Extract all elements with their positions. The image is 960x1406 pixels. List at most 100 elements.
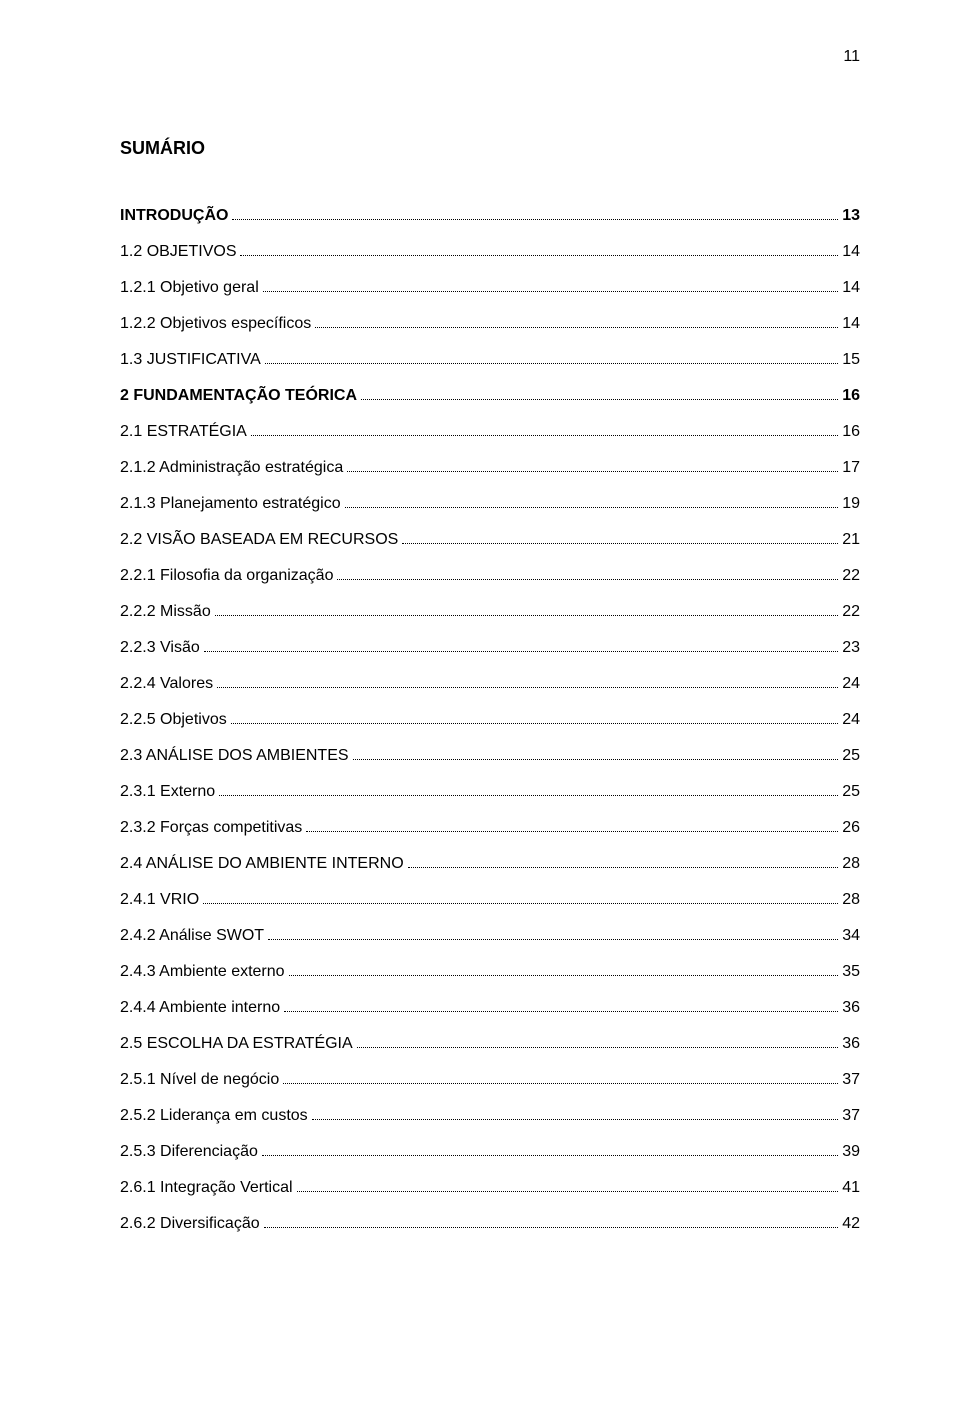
toc-entry-label: 2.1.3 Planejamento estratégico (120, 495, 341, 513)
toc-entry-label: 2 FUNDAMENTAÇÃO TEÓRICA (120, 387, 357, 405)
toc-entry-label: 2.1.2 Administração estratégica (120, 459, 343, 477)
toc-entry-label: 2.2 VISÃO BASEADA EM RECURSOS (120, 531, 398, 549)
toc-leader (347, 471, 838, 472)
toc-entry-page: 25 (842, 747, 860, 765)
toc-entry-label: 1.3 JUSTIFICATIVA (120, 351, 261, 369)
toc-entry-label: 2.2.4 Valores (120, 675, 213, 693)
toc-entry-label: 2.6.2 Diversificação (120, 1215, 260, 1233)
toc-entry-page: 23 (842, 639, 860, 657)
toc-row: 2.5.2 Liderança em custos37 (120, 1107, 860, 1125)
toc-entry-page: 39 (842, 1143, 860, 1161)
toc-entry-label: 2.3.1 Externo (120, 783, 215, 801)
toc-entry-label: 2.2.3 Visão (120, 639, 200, 657)
toc-entry-page: 28 (842, 891, 860, 909)
toc-leader (203, 903, 838, 904)
toc-leader (231, 723, 838, 724)
toc-row: INTRODUÇÃO 13 (120, 207, 860, 225)
toc-entry-label: INTRODUÇÃO (120, 207, 228, 225)
toc-leader (361, 399, 838, 400)
toc-row: 2.5.3 Diferenciação 39 (120, 1143, 860, 1161)
toc-entry-label: 1.2.2 Objetivos específicos (120, 315, 311, 333)
toc-entry-label: 2.4.2 Análise SWOT (120, 927, 264, 945)
toc-entry-page: 37 (842, 1071, 860, 1089)
toc-row: 2 FUNDAMENTAÇÃO TEÓRICA16 (120, 387, 860, 405)
toc-entry-label: 2.1 ESTRATÉGIA (120, 423, 247, 441)
toc-leader (402, 543, 838, 544)
toc-leader (315, 327, 838, 328)
toc-entry-page: 14 (842, 279, 860, 297)
toc-list: INTRODUÇÃO131.2 OBJETIVOS141.2.1 Objetiv… (120, 207, 860, 1233)
toc-leader (204, 651, 838, 652)
toc-entry-label: 2.4.4 Ambiente interno (120, 999, 280, 1017)
toc-entry-page: 42 (842, 1215, 860, 1233)
toc-entry-page: 24 (842, 675, 860, 693)
toc-entry-label: 2.2.2 Missão (120, 603, 211, 621)
toc-row: 2.4.4 Ambiente interno 36 (120, 999, 860, 1017)
toc-entry-label: 2.4.3 Ambiente externo (120, 963, 285, 981)
toc-leader (268, 939, 838, 940)
toc-leader (240, 255, 838, 256)
toc-leader (297, 1191, 839, 1192)
toc-leader (232, 219, 838, 220)
toc-row: 2.2.1 Filosofia da organização22 (120, 567, 860, 585)
toc-row: 2.2 VISÃO BASEADA EM RECURSOS 21 (120, 531, 860, 549)
toc-entry-label: 2.3.2 Forças competitivas (120, 819, 302, 837)
toc-title: SUMÁRIO (120, 138, 860, 159)
toc-entry-page: 15 (842, 351, 860, 369)
toc-leader (345, 507, 839, 508)
toc-leader (219, 795, 838, 796)
toc-leader (265, 363, 838, 364)
toc-leader (264, 1227, 839, 1228)
toc-row: 2.2.5 Objetivos24 (120, 711, 860, 729)
toc-row: 2.4.2 Análise SWOT 34 (120, 927, 860, 945)
toc-row: 2.4.1 VRIO 28 (120, 891, 860, 909)
toc-row: 2.6.2 Diversificação 42 (120, 1215, 860, 1233)
toc-leader (408, 867, 839, 868)
toc-row: 2.1 ESTRATÉGIA16 (120, 423, 860, 441)
toc-entry-page: 22 (842, 603, 860, 621)
toc-row: 2.2.3 Visão 23 (120, 639, 860, 657)
toc-leader (337, 579, 838, 580)
toc-entry-page: 26 (842, 819, 860, 837)
toc-entry-page: 14 (842, 243, 860, 261)
toc-entry-label: 2.3 ANÁLISE DOS AMBIENTES (120, 747, 349, 765)
toc-entry-page: 36 (842, 999, 860, 1017)
toc-leader (306, 831, 838, 832)
toc-row: 2.3.2 Forças competitivas 26 (120, 819, 860, 837)
toc-entry-page: 21 (842, 531, 860, 549)
toc-entry-label: 2.5.3 Diferenciação (120, 1143, 258, 1161)
toc-leader (251, 435, 838, 436)
toc-entry-page: 35 (842, 963, 860, 981)
page-number: 11 (843, 48, 860, 66)
toc-row: 2.5 ESCOLHA DA ESTRATÉGIA36 (120, 1035, 860, 1053)
toc-entry-page: 19 (842, 495, 860, 513)
toc-row: 2.1.2 Administração estratégica17 (120, 459, 860, 477)
toc-leader (283, 1083, 838, 1084)
toc-entry-label: 2.4 ANÁLISE DO AMBIENTE INTERNO (120, 855, 404, 873)
toc-row: 2.4 ANÁLISE DO AMBIENTE INTERNO28 (120, 855, 860, 873)
toc-entry-label: 1.2.1 Objetivo geral (120, 279, 259, 297)
toc-entry-page: 25 (842, 783, 860, 801)
toc-leader (289, 975, 839, 976)
toc-entry-page: 41 (842, 1179, 860, 1197)
toc-row: 2.4.3 Ambiente externo 35 (120, 963, 860, 981)
toc-leader (215, 615, 838, 616)
toc-entry-label: 2.4.1 VRIO (120, 891, 199, 909)
toc-entry-label: 2.5.2 Liderança em custos (120, 1107, 308, 1125)
toc-leader (263, 291, 838, 292)
toc-row: 2.3.1 Externo 25 (120, 783, 860, 801)
toc-entry-page: 13 (842, 207, 860, 225)
toc-entry-page: 24 (842, 711, 860, 729)
toc-entry-page: 22 (842, 567, 860, 585)
toc-row: 2.1.3 Planejamento estratégico 19 (120, 495, 860, 513)
toc-leader (284, 1011, 838, 1012)
toc-entry-label: 2.5.1 Nível de negócio (120, 1071, 279, 1089)
toc-leader (312, 1119, 839, 1120)
toc-entry-label: 2.6.1 Integração Vertical (120, 1179, 293, 1197)
toc-row: 2.2.2 Missão 22 (120, 603, 860, 621)
toc-row: 2.3 ANÁLISE DOS AMBIENTES 25 (120, 747, 860, 765)
toc-row: 2.6.1 Integração Vertical 41 (120, 1179, 860, 1197)
toc-leader (353, 759, 839, 760)
toc-entry-page: 14 (842, 315, 860, 333)
toc-entry-page: 34 (842, 927, 860, 945)
